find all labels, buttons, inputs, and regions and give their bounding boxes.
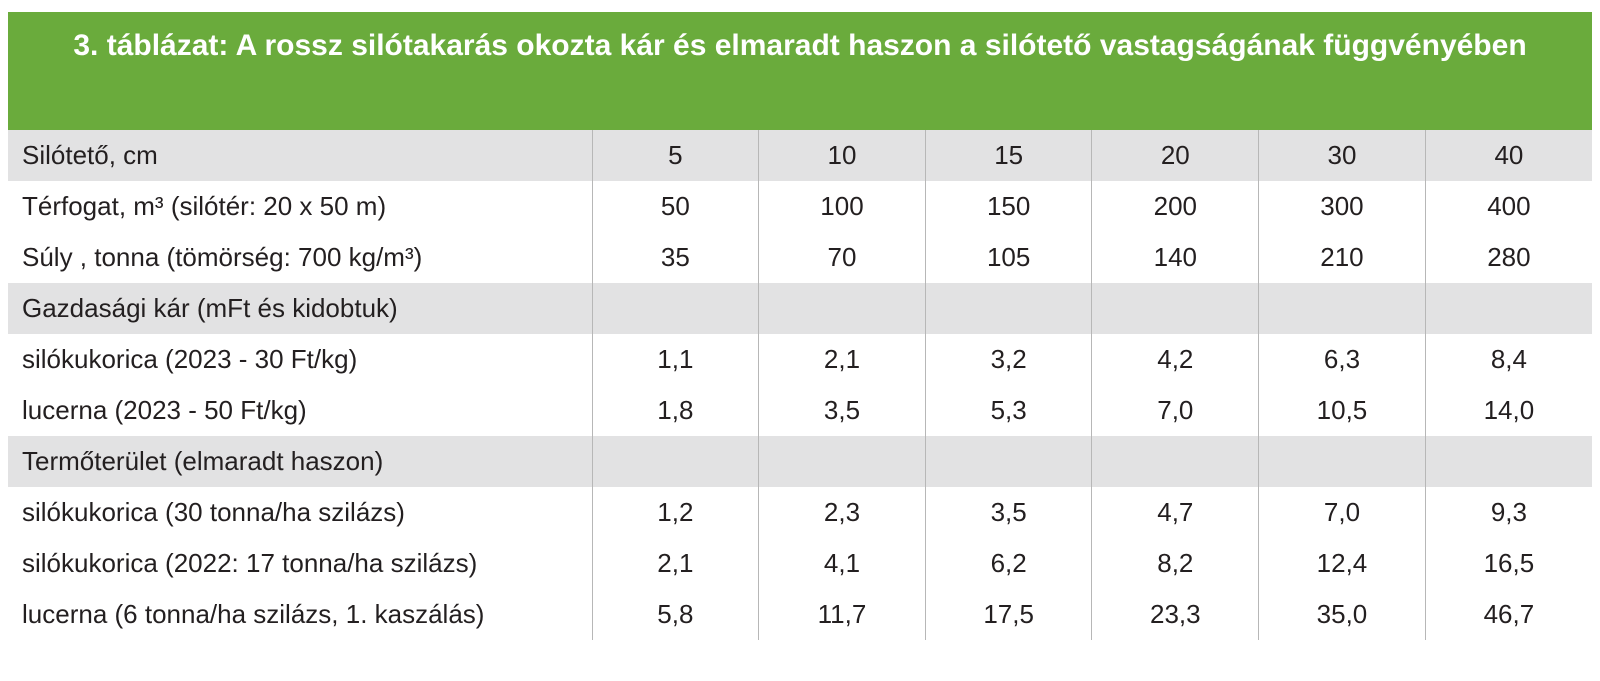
table-cell: 105 <box>924 232 1092 283</box>
table-cell: 46,7 <box>1424 589 1592 640</box>
table-cell: 200 <box>1091 181 1259 232</box>
table-title: 3. táblázat: A rossz silótakarás okozta … <box>8 12 1592 130</box>
table-cell: 9,3 <box>1424 487 1592 538</box>
table-row: Gazdasági kár (mFt és kidobtuk) <box>8 283 1592 334</box>
table-cell: 400 <box>1424 181 1592 232</box>
table-cell: 20 <box>1091 130 1259 181</box>
row-label: silókukorica (2023 - 30 Ft/kg) <box>8 334 593 385</box>
table-cell: 1,8 <box>591 385 759 436</box>
table-row: silókukorica (30 tonna/ha szilázs) 1,2 2,3… <box>8 487 1592 538</box>
table-container: 3. táblázat: A rossz silótakarás okozta … <box>8 12 1592 640</box>
table-cell: 17,5 <box>924 589 1092 640</box>
table-cell <box>758 283 926 334</box>
table-cell <box>758 436 926 487</box>
table-cell: 14,0 <box>1424 385 1592 436</box>
table-row: Súly , tonna (tömörség: 700 kg/m³) 35 70 10… <box>8 232 1592 283</box>
table-cell: 100 <box>758 181 926 232</box>
table-body: Silótető, cm 5 10 15 20 30 40 Térfogat, m³ (sil… <box>8 130 1592 640</box>
table-cell: 5 <box>591 130 759 181</box>
table-cell: 4,2 <box>1091 334 1259 385</box>
data-table: Silótető, cm 5 10 15 20 30 40 Térfogat, m³ (sil… <box>8 130 1592 640</box>
table-cell: 280 <box>1424 232 1592 283</box>
table-row: Térfogat, m³ (silótér: 20 x 50 m) 50 100 15… <box>8 181 1592 232</box>
table-cell: 5,3 <box>924 385 1092 436</box>
table-cell <box>591 436 759 487</box>
table-row: silókukorica (2023 - 30 Ft/kg) 1,1 2,1 3,2 4… <box>8 334 1592 385</box>
table-cell: 8,2 <box>1091 538 1259 589</box>
table-cell <box>1258 283 1426 334</box>
table-cell: 35 <box>591 232 759 283</box>
table-cell <box>1424 283 1592 334</box>
table-cell: 10,5 <box>1258 385 1426 436</box>
table-cell: 10 <box>758 130 926 181</box>
table-cell: 70 <box>758 232 926 283</box>
table-cell: 150 <box>924 181 1092 232</box>
table-cell: 4,1 <box>758 538 926 589</box>
table-cell: 210 <box>1258 232 1426 283</box>
table-cell: 2,3 <box>758 487 926 538</box>
table-row: lucerna (2023 - 50 Ft/kg) 1,8 3,5 5,3 7,0 10,… <box>8 385 1592 436</box>
table-cell: 140 <box>1091 232 1259 283</box>
table-cell: 12,4 <box>1258 538 1426 589</box>
table-cell <box>1258 436 1426 487</box>
table-cell: 35,0 <box>1258 589 1426 640</box>
row-label: Térfogat, m³ (silótér: 20 x 50 m) <box>8 181 593 232</box>
row-label: lucerna (2023 - 50 Ft/kg) <box>8 385 593 436</box>
table-cell: 1,2 <box>591 487 759 538</box>
table-cell: 6,2 <box>924 538 1092 589</box>
table-cell: 7,0 <box>1258 487 1426 538</box>
row-label: Súly , tonna (tömörség: 700 kg/m³) <box>8 232 593 283</box>
row-label: Termőterület (elmaradt haszon) <box>8 436 593 487</box>
table-cell: 7,0 <box>1091 385 1259 436</box>
table-cell: 23,3 <box>1091 589 1259 640</box>
table-cell: 3,5 <box>758 385 926 436</box>
table-cell: 3,5 <box>924 487 1092 538</box>
table-cell: 1,1 <box>591 334 759 385</box>
row-label: silókukorica (30 tonna/ha szilázs) <box>8 487 593 538</box>
table-cell <box>591 283 759 334</box>
table-cell <box>1091 436 1259 487</box>
row-label: silókukorica (2022: 17 tonna/ha szilázs) <box>8 538 593 589</box>
table-cell: 30 <box>1258 130 1426 181</box>
table-cell: 2,1 <box>591 538 759 589</box>
table-cell: 15 <box>924 130 1092 181</box>
table-row: Silótető, cm 5 10 15 20 30 40 <box>8 130 1592 181</box>
row-label: lucerna (6 tonna/ha szilázs, 1. kaszálás… <box>8 589 593 640</box>
table-cell: 40 <box>1424 130 1592 181</box>
table-cell <box>1424 436 1592 487</box>
table-cell: 11,7 <box>758 589 926 640</box>
table-cell: 16,5 <box>1424 538 1592 589</box>
table-row: Termőterület (elmaradt haszon) <box>8 436 1592 487</box>
table-row: silókukorica (2022: 17 tonna/ha szilázs)… <box>8 538 1592 589</box>
table-cell: 50 <box>591 181 759 232</box>
table-cell <box>924 283 1092 334</box>
table-cell: 4,7 <box>1091 487 1259 538</box>
row-label: Gazdasági kár (mFt és kidobtuk) <box>8 283 593 334</box>
table-cell: 3,2 <box>924 334 1092 385</box>
row-label: Silótető, cm <box>8 130 593 181</box>
table-cell <box>1091 283 1259 334</box>
table-cell: 300 <box>1258 181 1426 232</box>
table-cell <box>924 436 1092 487</box>
table-cell: 6,3 <box>1258 334 1426 385</box>
table-cell: 5,8 <box>591 589 759 640</box>
table-row: lucerna (6 tonna/ha szilázs, 1. kaszálás… <box>8 589 1592 640</box>
table-cell: 2,1 <box>758 334 926 385</box>
table-cell: 8,4 <box>1424 334 1592 385</box>
